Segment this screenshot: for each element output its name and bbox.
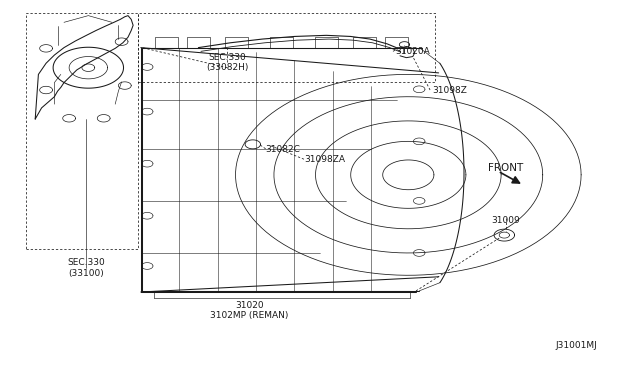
Text: SEC.330: SEC.330 xyxy=(68,258,105,267)
Text: 31020A: 31020A xyxy=(396,47,430,56)
Text: (33082H): (33082H) xyxy=(206,63,248,72)
Text: 31098ZA: 31098ZA xyxy=(304,155,345,164)
Text: 31009: 31009 xyxy=(492,216,520,225)
Text: 31098Z: 31098Z xyxy=(432,86,467,94)
Text: SEC.330: SEC.330 xyxy=(209,53,246,62)
Text: (33100): (33100) xyxy=(68,269,104,278)
Text: 3102MP (REMAN): 3102MP (REMAN) xyxy=(211,311,289,320)
Text: J31001MJ: J31001MJ xyxy=(555,341,597,350)
Text: 31020: 31020 xyxy=(236,301,264,310)
Text: 31082C: 31082C xyxy=(266,145,300,154)
Text: FRONT: FRONT xyxy=(488,163,523,173)
